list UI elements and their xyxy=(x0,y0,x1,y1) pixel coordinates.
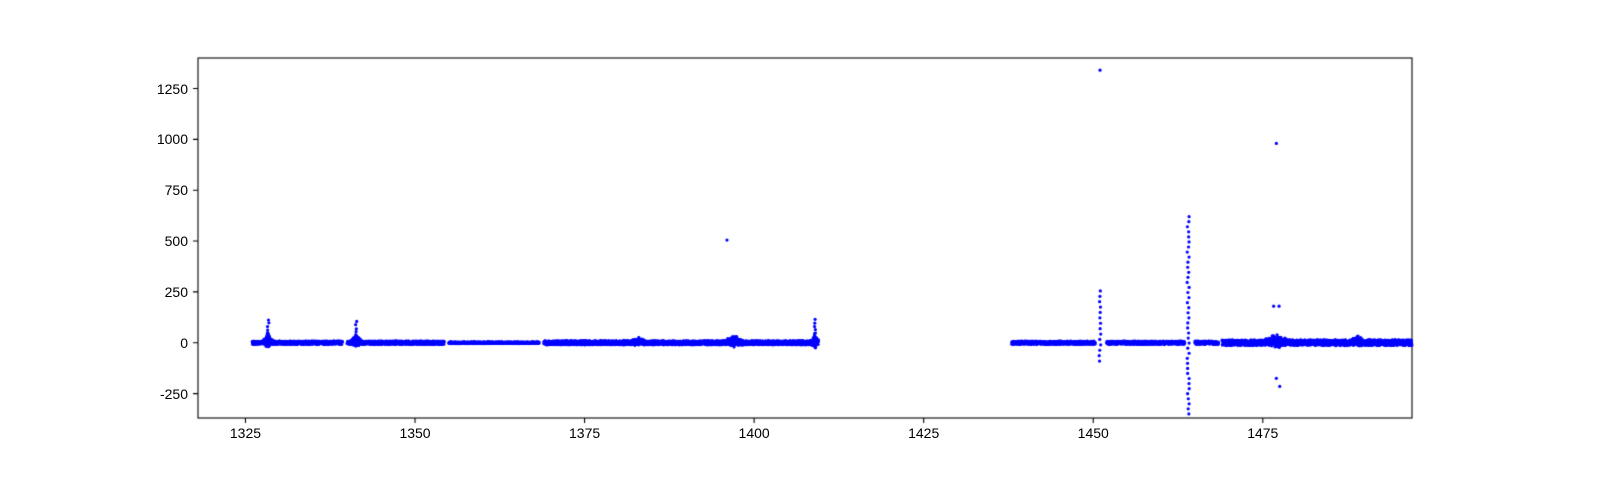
x-tick-label: 1350 xyxy=(399,425,430,441)
y-tick-label: 500 xyxy=(128,233,188,249)
y-tick-label: 250 xyxy=(128,284,188,300)
x-tick-label: 1400 xyxy=(739,425,770,441)
x-tick-label: 1375 xyxy=(569,425,600,441)
y-tick-label: 1000 xyxy=(128,131,188,147)
y-tick-label: 0 xyxy=(128,335,188,351)
x-tick-label: 1425 xyxy=(908,425,939,441)
x-tick-label: 1475 xyxy=(1247,425,1278,441)
x-tick-label: 1450 xyxy=(1078,425,1109,441)
y-tick-label: -250 xyxy=(128,386,188,402)
chart-root: -250 0 250 500 750 1000 1250 1325 1350 1375 1400 1… xyxy=(0,0,1600,500)
y-tick-label: 1250 xyxy=(128,81,188,97)
y-tick-label: 750 xyxy=(128,182,188,198)
x-tick-label: 1325 xyxy=(230,425,261,441)
